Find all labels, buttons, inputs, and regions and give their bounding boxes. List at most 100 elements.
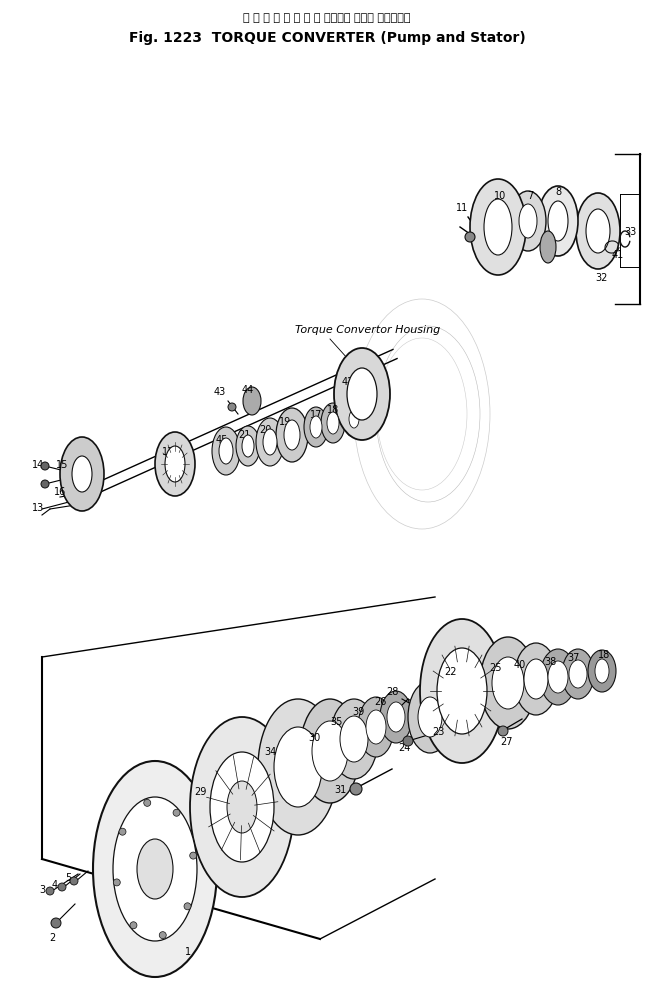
Ellipse shape: [420, 619, 504, 763]
Circle shape: [41, 480, 49, 488]
Text: 24: 24: [398, 742, 410, 752]
Circle shape: [498, 727, 508, 737]
Ellipse shape: [304, 407, 328, 448]
Ellipse shape: [274, 728, 322, 808]
Ellipse shape: [484, 200, 512, 255]
Ellipse shape: [548, 662, 568, 693]
Circle shape: [184, 903, 191, 910]
Text: 44: 44: [242, 385, 254, 394]
Text: ト ル ク コ ン バ ー タ （ポンプ および スタータ）: ト ル ク コ ン バ ー タ （ポンプ および スタータ）: [243, 13, 411, 23]
Ellipse shape: [538, 186, 578, 256]
Text: 10: 10: [494, 191, 506, 201]
Circle shape: [119, 828, 126, 835]
Ellipse shape: [137, 839, 173, 899]
Ellipse shape: [519, 205, 537, 239]
Ellipse shape: [312, 722, 348, 781]
Ellipse shape: [327, 412, 339, 435]
Text: 2: 2: [49, 932, 55, 942]
Ellipse shape: [236, 427, 260, 466]
Circle shape: [58, 883, 66, 891]
Ellipse shape: [540, 232, 556, 263]
Text: 39: 39: [352, 706, 364, 716]
Text: 41: 41: [612, 249, 624, 259]
Ellipse shape: [524, 660, 548, 699]
Ellipse shape: [276, 408, 308, 462]
Ellipse shape: [93, 761, 217, 977]
Ellipse shape: [540, 650, 576, 705]
Circle shape: [465, 233, 475, 243]
Circle shape: [113, 879, 120, 886]
Circle shape: [403, 737, 413, 746]
Circle shape: [46, 887, 54, 895]
Text: 26: 26: [374, 696, 387, 706]
Text: 1: 1: [185, 946, 191, 956]
Text: 33: 33: [624, 227, 636, 237]
Ellipse shape: [219, 439, 233, 464]
Circle shape: [41, 462, 49, 470]
Ellipse shape: [300, 699, 360, 804]
Text: Torque Convertor Housing: Torque Convertor Housing: [295, 324, 440, 334]
Text: 31: 31: [334, 784, 346, 794]
Circle shape: [130, 922, 137, 929]
Text: 23: 23: [432, 727, 444, 737]
Circle shape: [159, 932, 166, 939]
Ellipse shape: [334, 349, 390, 441]
Text: 45: 45: [216, 435, 228, 445]
Text: Fig. 1223  TORQUE CONVERTER (Pump and Stator): Fig. 1223 TORQUE CONVERTER (Pump and Sta…: [129, 31, 525, 45]
Ellipse shape: [514, 643, 558, 715]
Text: 32: 32: [596, 273, 608, 283]
Text: 5: 5: [65, 872, 71, 882]
Ellipse shape: [586, 210, 610, 253]
Ellipse shape: [569, 661, 587, 688]
Ellipse shape: [470, 179, 526, 276]
Text: 36: 36: [352, 402, 364, 412]
Text: 25: 25: [489, 663, 501, 672]
Text: 18: 18: [327, 404, 339, 414]
Ellipse shape: [358, 697, 394, 757]
Text: 16: 16: [54, 486, 66, 497]
Text: 34: 34: [264, 746, 276, 756]
Ellipse shape: [380, 691, 412, 743]
Text: 9: 9: [545, 254, 551, 264]
Text: 15: 15: [56, 459, 68, 469]
Circle shape: [350, 783, 362, 795]
Text: 14: 14: [32, 459, 44, 469]
Text: 3: 3: [39, 884, 45, 894]
Text: 19: 19: [279, 416, 291, 427]
Ellipse shape: [548, 202, 568, 242]
Ellipse shape: [366, 710, 386, 744]
Ellipse shape: [595, 660, 609, 683]
Text: 18: 18: [598, 650, 610, 660]
Text: 43: 43: [214, 387, 226, 396]
Ellipse shape: [387, 702, 405, 733]
Text: 13: 13: [32, 503, 44, 513]
Ellipse shape: [576, 194, 620, 270]
Ellipse shape: [155, 433, 195, 497]
Text: 35: 35: [330, 716, 342, 727]
Ellipse shape: [437, 649, 487, 735]
Circle shape: [144, 800, 151, 807]
Ellipse shape: [242, 436, 254, 458]
Circle shape: [190, 852, 197, 859]
Circle shape: [228, 403, 236, 411]
Ellipse shape: [190, 717, 294, 897]
Text: 11: 11: [456, 203, 468, 213]
Ellipse shape: [284, 421, 300, 451]
Text: 8: 8: [555, 186, 561, 197]
Ellipse shape: [243, 387, 261, 415]
Text: 28: 28: [386, 686, 398, 696]
Ellipse shape: [510, 192, 546, 251]
Ellipse shape: [343, 401, 365, 438]
Ellipse shape: [258, 699, 338, 835]
Ellipse shape: [310, 416, 322, 439]
Ellipse shape: [321, 403, 345, 444]
Text: 40: 40: [514, 660, 526, 669]
Ellipse shape: [72, 457, 92, 492]
Text: 21: 21: [238, 430, 250, 440]
Ellipse shape: [492, 658, 524, 709]
Text: 20: 20: [259, 425, 271, 435]
Ellipse shape: [165, 447, 185, 482]
Text: 27: 27: [500, 737, 512, 746]
Ellipse shape: [263, 430, 277, 456]
Text: 42: 42: [342, 377, 354, 387]
